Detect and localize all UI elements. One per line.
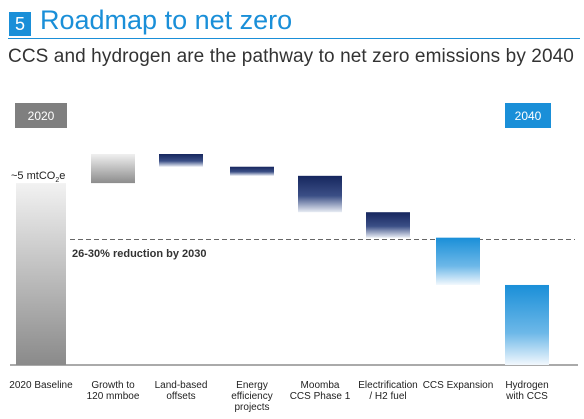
waterfall-bars [16,154,549,365]
x-axis-label-5: Moomba CCS Phase 1 [290,380,351,402]
reduction-2030-label: 26-30% reduction by 2030 [72,248,207,260]
year-tag-2040-label: 2040 [515,109,542,123]
baseline-value-label: ~5 mtCO2e [11,170,65,184]
waterfall-bar-7 [436,237,480,285]
waterfall-bar-3 [159,154,203,167]
title-divider [8,38,580,39]
year-tag-2020-label: 2020 [28,109,55,123]
year-tag-2040 [505,103,551,128]
x-axis-label-4: Energy efficiency projects [231,380,273,413]
x-axis-labels: 2020 Baseline Growth to 120 mmboe Land-base… [9,380,548,413]
x-axis-label-8: Hydrogen with CCS [505,380,549,402]
page-subtitle: CCS and hydrogen are the pathway to net … [8,46,574,67]
waterfall-bar-4 [230,166,274,176]
page-title: Roadmap to net zero [40,5,293,35]
waterfall-bar-8 [505,284,549,365]
year-tag-2020 [15,103,67,128]
x-axis-label-2: Growth to 120 mmboe [87,380,140,402]
section-number-badge: 5 [9,12,31,36]
waterfall-bar-5 [298,175,342,213]
x-axis-label-3: Land-based offsets [155,380,208,402]
waterfall-bar-6 [366,212,410,238]
x-axis-label-1: 2020 Baseline [9,380,73,391]
waterfall-bar-1 [16,183,66,365]
x-axis-label-7: CCS Expansion [423,380,494,391]
waterfall-bar-2 [91,154,135,184]
x-axis-label-6: Electrification / H2 fuel [358,380,417,402]
